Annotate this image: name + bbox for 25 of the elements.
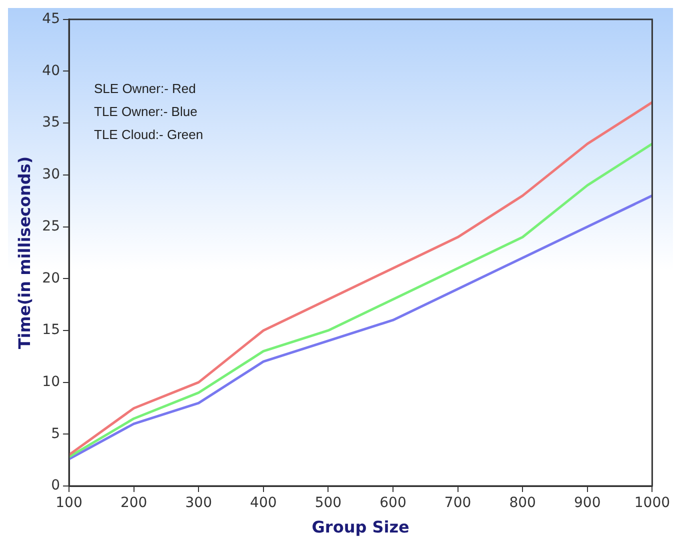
y-tick-label: 35 bbox=[42, 114, 60, 131]
x-tick-label: 300 bbox=[185, 495, 212, 512]
x-tick-label: 100 bbox=[56, 495, 82, 512]
annotation: TLE Owner:- Blue bbox=[94, 104, 198, 119]
annotation: TLE Cloud:- Green bbox=[94, 126, 204, 142]
x-tick-label: 500 bbox=[314, 495, 342, 512]
y-axis-title: Time(in milliseconds) bbox=[14, 156, 34, 350]
y-tick-label: 10 bbox=[42, 374, 60, 390]
y-tick-label: 45 bbox=[42, 11, 60, 28]
y-tick-label: 25 bbox=[42, 218, 60, 234]
x-tick-label: 1000 bbox=[634, 495, 670, 512]
annotation: SLE Owner:- Red bbox=[94, 80, 196, 96]
y-tick-label: 15 bbox=[42, 322, 60, 338]
y-tick-label: 0 bbox=[51, 478, 60, 494]
x-axis-title: Group Size bbox=[312, 518, 410, 537]
x-tick-label: 900 bbox=[574, 495, 601, 512]
x-tick-label: 400 bbox=[250, 495, 277, 512]
x-tick-label: 700 bbox=[444, 495, 472, 512]
y-tick-label: 20 bbox=[42, 270, 60, 286]
x-tick-label: 800 bbox=[509, 495, 536, 512]
y-tick-label: 30 bbox=[42, 166, 60, 183]
y-tick-label: 40 bbox=[42, 62, 60, 79]
y-tick-label: 5 bbox=[51, 426, 60, 442]
x-tick-label: 200 bbox=[120, 495, 148, 512]
x-tick-label: 600 bbox=[380, 495, 406, 512]
